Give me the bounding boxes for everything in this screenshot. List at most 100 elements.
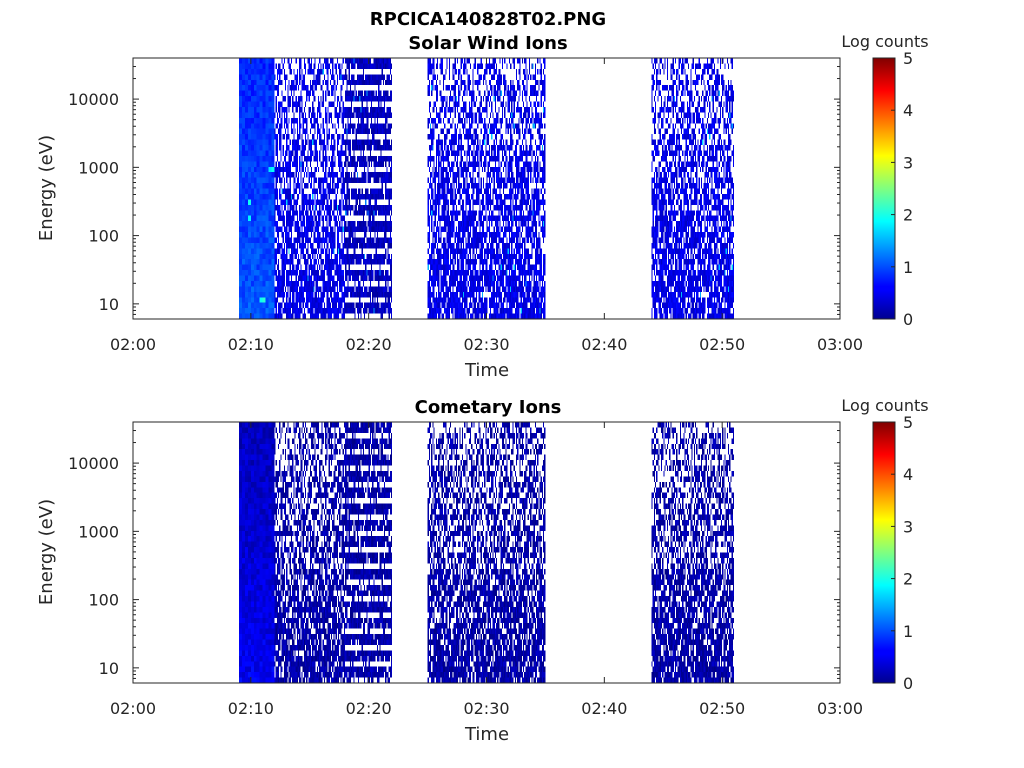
heatmap-cell [366, 139, 368, 145]
heatmap-cell [354, 155, 356, 162]
heatmap-cell [369, 204, 372, 211]
heatmap-cell [348, 63, 350, 69]
heatmap-cell [314, 177, 316, 184]
heatmap-cell [354, 275, 356, 281]
heatmap-cell [361, 58, 363, 64]
heatmap-cell [277, 226, 280, 232]
heatmap-cell [265, 280, 269, 287]
heatmap-cell [352, 74, 354, 80]
heatmap-cell [250, 63, 254, 69]
heatmap-cell [467, 79, 469, 86]
heatmap-cell [330, 248, 333, 254]
heatmap-cell [375, 210, 377, 216]
heatmap-cell [359, 210, 361, 216]
heatmap-cell [244, 183, 248, 189]
heatmap-cell [289, 68, 291, 75]
heatmap-cell [378, 74, 380, 80]
heatmap-cell [301, 242, 303, 249]
heatmap-cell [380, 106, 382, 113]
heatmap-cell [447, 308, 449, 314]
heatmap-cell [299, 155, 301, 162]
heatmap-cell [362, 253, 364, 260]
heatmap-cell [292, 215, 294, 222]
heatmap-cell [334, 226, 336, 232]
heatmap-cell [363, 177, 366, 184]
heatmap-cell [338, 313, 340, 319]
heatmap-cell [448, 280, 450, 287]
heatmap-cell [341, 96, 343, 102]
heatmap-cell [302, 232, 304, 238]
heatmap-cell [296, 74, 298, 80]
heatmap-cell [265, 117, 269, 124]
heatmap-cell [308, 215, 310, 222]
heatmap-cell [305, 259, 307, 265]
heatmap-cell [389, 259, 392, 265]
heatmap-cell [382, 204, 384, 211]
heatmap-cell [365, 79, 367, 86]
heatmap-cell [366, 291, 368, 298]
heatmap-cell [356, 226, 359, 232]
heatmap-cell [286, 297, 288, 303]
heatmap-cell [239, 259, 242, 265]
heatmap-cell [372, 275, 374, 281]
heatmap-cell [239, 286, 242, 292]
heatmap-cell [427, 210, 429, 216]
heatmap-cell [475, 242, 478, 249]
heatmap-cell [339, 106, 341, 113]
heatmap-cell [242, 172, 245, 178]
heatmap-cell [383, 101, 386, 107]
heatmap-cell [253, 183, 257, 189]
heatmap-cell [362, 221, 364, 227]
heatmap-cell [307, 85, 309, 91]
heatmap-cell [353, 237, 355, 243]
heatmap-cell [448, 237, 450, 243]
heatmap-cell [247, 193, 251, 200]
heatmap-cell [314, 128, 316, 135]
heatmap-cell [342, 242, 344, 249]
heatmap-cell [286, 232, 288, 238]
heatmap-cell [262, 264, 266, 271]
heatmap-cell [447, 172, 449, 178]
heatmap-cell [299, 74, 301, 80]
heatmap-cell [438, 270, 440, 276]
heatmap-cell [375, 291, 377, 298]
heatmap-cell [388, 177, 390, 184]
heatmap-cell [438, 150, 440, 156]
heatmap-cell [449, 297, 452, 303]
heatmap-cell [282, 166, 284, 173]
heatmap-cell [465, 188, 467, 194]
heatmap-cell [265, 68, 269, 75]
heatmap-cell [356, 172, 359, 178]
heatmap-cell [375, 286, 377, 292]
heatmap-cell [262, 101, 266, 107]
heatmap-cell [283, 264, 286, 271]
heatmap-cell [309, 226, 311, 232]
heatmap-cell [326, 117, 328, 124]
heatmap-cell [292, 106, 294, 113]
heatmap-cell [433, 275, 435, 281]
heatmap-cell [386, 237, 388, 243]
heatmap-cell [280, 145, 282, 151]
heatmap-cell [352, 308, 354, 314]
heatmap-cell [265, 79, 269, 86]
heatmap-cell [449, 183, 452, 189]
heatmap-cell [371, 275, 373, 281]
heatmap-cell [294, 177, 296, 184]
heatmap-cell [373, 188, 375, 194]
heatmap-cell [275, 253, 277, 260]
heatmap-cell [315, 237, 317, 243]
heatmap-cell [268, 199, 272, 205]
heatmap-cell [262, 183, 266, 189]
heatmap-cell [305, 280, 307, 287]
heatmap-cell [362, 291, 364, 298]
heatmap-cell [305, 85, 307, 91]
heatmap-cell [340, 90, 342, 97]
heatmap-cell [292, 204, 294, 211]
heatmap-cell [281, 112, 283, 118]
heatmap-cell [332, 123, 334, 129]
heatmap-cell [378, 101, 380, 107]
heatmap-cell [336, 275, 339, 281]
heatmap-cell [460, 237, 462, 243]
heatmap-cell [432, 58, 434, 64]
heatmap-cell [375, 302, 377, 309]
